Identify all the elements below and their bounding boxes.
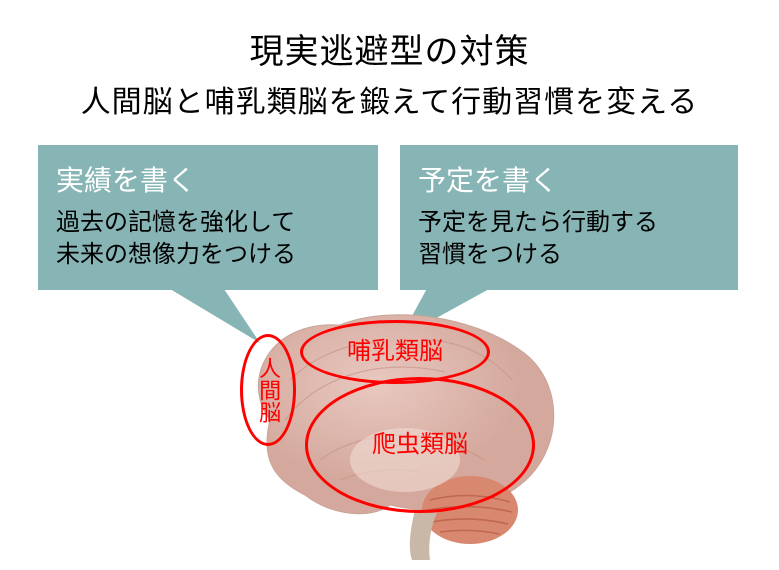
region-human-label: 人間脳: [256, 357, 280, 423]
callout-left-title: 実績を書く: [56, 159, 360, 199]
callout-left: 実績を書く 過去の記憶を強化して 未来の想像力をつける: [38, 145, 378, 290]
region-mammal-brain: 哺乳類脳: [300, 320, 490, 384]
region-reptile-brain: 爬虫類脳: [305, 377, 535, 513]
callout-left-body: 過去の記憶を強化して 未来の想像力をつける: [56, 207, 360, 272]
region-human-brain: 人間脳: [240, 334, 296, 446]
page-title: 現実逃避型の対策: [0, 24, 779, 73]
callout-right-title: 予定を書く: [418, 159, 720, 199]
page-subtitle: 人間脳と哺乳類脳を鍛えて行動習慣を変える: [0, 77, 779, 121]
callout-right: 予定を書く 予定を見たら行動する 習慣をつける: [400, 145, 738, 290]
region-reptile-label: 爬虫類脳: [372, 432, 468, 458]
region-mammal-label: 哺乳類脳: [347, 339, 443, 365]
brain-diagram: 人間脳 哺乳類脳 爬虫類脳: [230, 310, 580, 560]
callout-right-body: 予定を見たら行動する 習慣をつける: [418, 207, 720, 272]
